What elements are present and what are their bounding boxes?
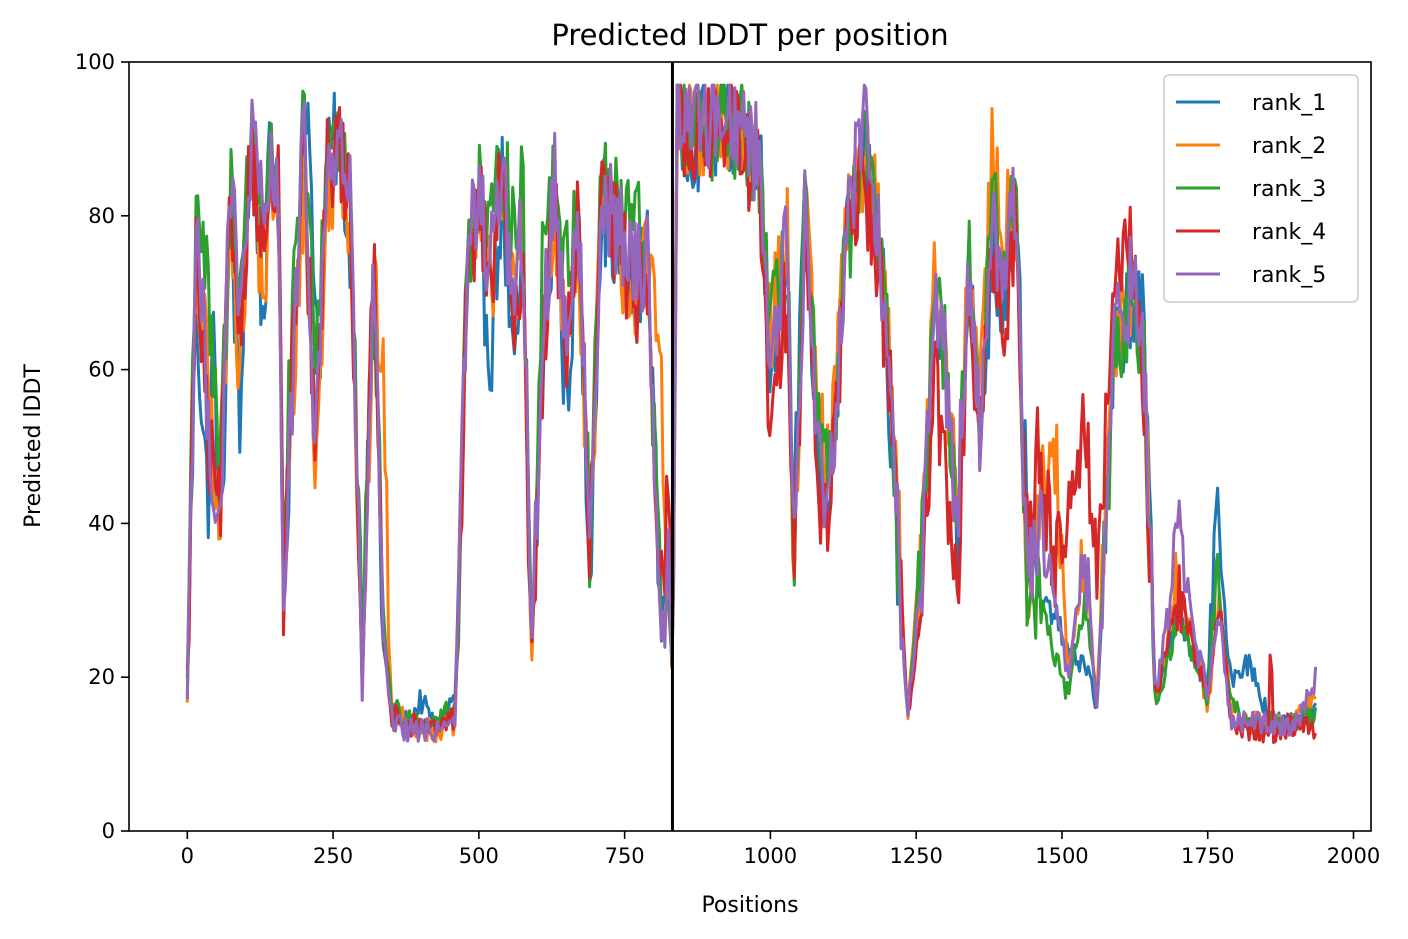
x-tick-label: 1500 xyxy=(1035,844,1088,868)
legend-label-rank_3: rank_3 xyxy=(1252,177,1326,202)
y-tick-label: 0 xyxy=(102,819,115,843)
legend-label-rank_2: rank_2 xyxy=(1252,134,1326,159)
x-axis-ticks: 0 250 500 750 1000 1250 1500 1750 2000 xyxy=(181,831,1380,868)
chart-title: Predicted lDDT per position xyxy=(551,18,948,52)
y-tick-label: 80 xyxy=(88,204,115,228)
x-tick-label: 500 xyxy=(459,844,499,868)
plot-frame xyxy=(128,61,1372,832)
y-tick-label: 40 xyxy=(88,511,115,535)
x-axis-label: Positions xyxy=(701,893,798,918)
x-tick-label: 250 xyxy=(313,844,353,868)
legend: rank_1 rank_2 rank_3 rank_4 rank_5 xyxy=(1163,74,1359,303)
x-tick-label: 750 xyxy=(605,844,645,868)
y-axis-ticks: 0 20 40 60 80 100 xyxy=(75,50,129,843)
x-tick-label: 2000 xyxy=(1327,844,1380,868)
legend-box xyxy=(1163,74,1359,303)
x-tick-label: 0 xyxy=(181,844,194,868)
legend-label-rank_4: rank_4 xyxy=(1252,220,1326,245)
x-tick-label: 1750 xyxy=(1181,844,1234,868)
x-tick-label: 1000 xyxy=(744,844,797,868)
x-tick-label: 1250 xyxy=(889,844,942,868)
series-line-rank_5 xyxy=(185,83,1318,743)
y-axis-label: Predicted lDDT xyxy=(21,364,46,528)
plot-lines xyxy=(185,83,1318,744)
y-tick-label: 60 xyxy=(88,358,115,382)
y-tick-label: 20 xyxy=(88,665,115,689)
legend-label-rank_5: rank_5 xyxy=(1252,263,1326,288)
y-tick-label: 100 xyxy=(75,50,115,74)
legend-label-rank_1: rank_1 xyxy=(1252,91,1326,116)
